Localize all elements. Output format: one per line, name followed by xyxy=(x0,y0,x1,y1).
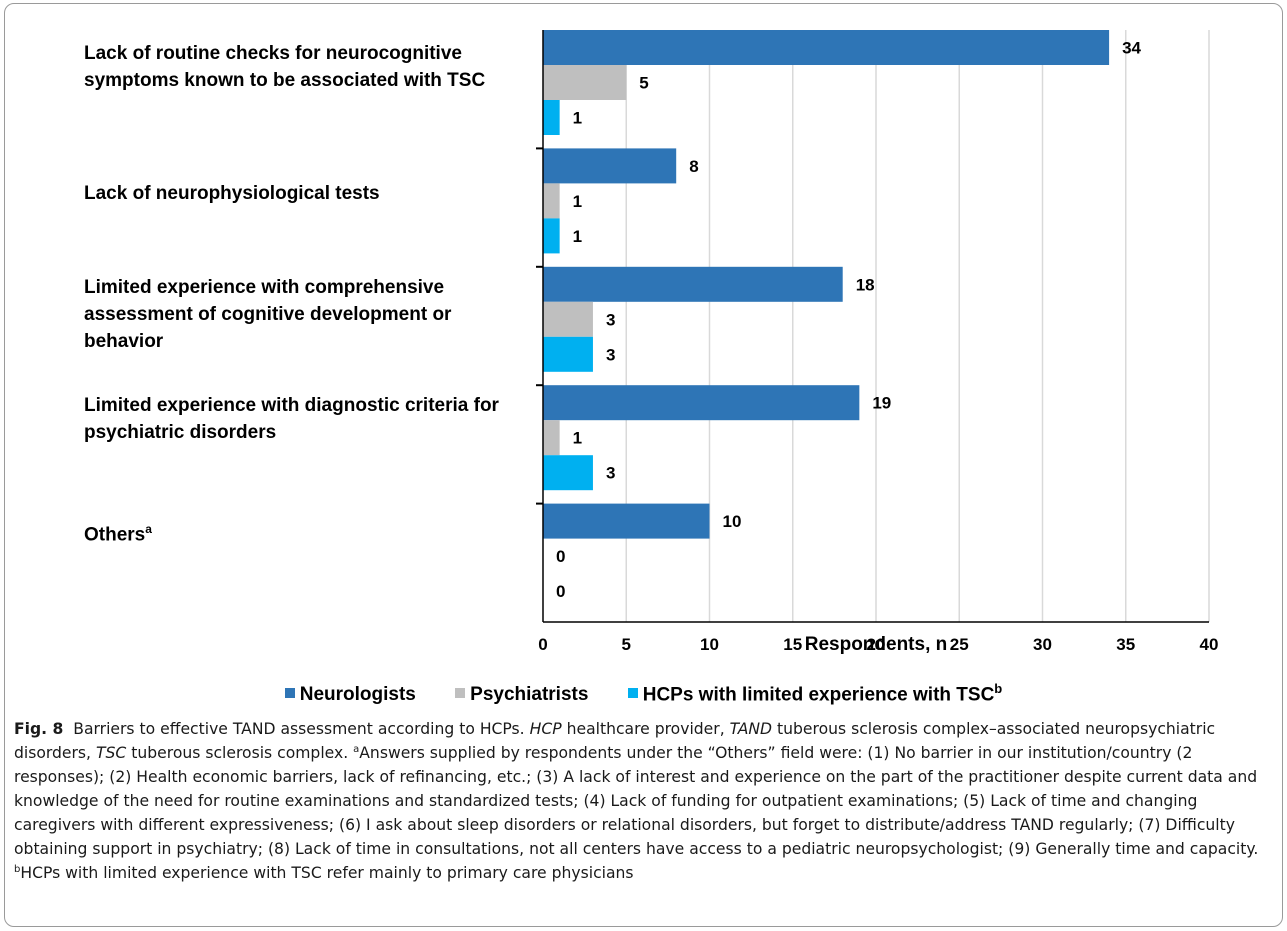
category-label-others: Othersa xyxy=(84,516,534,548)
psychiatrists-swatch xyxy=(455,688,466,699)
bar-c1-s1 xyxy=(543,183,560,219)
bar-c0-s1 xyxy=(543,65,627,100)
x-tick-label-5: 5 xyxy=(622,635,631,654)
caption-text-3: tuberous sclerosis complex–associated ne… xyxy=(14,720,1216,762)
category-label-routine-checks: Lack of routine checks for neurocognitiv… xyxy=(84,43,486,91)
value-label-c4-s2: 0 xyxy=(556,582,565,601)
value-label-c3-s2: 3 xyxy=(606,464,615,483)
legend-item-neurologists: Neurologists xyxy=(284,684,416,706)
value-label-c3-s0: 19 xyxy=(872,394,891,413)
x-tick-label-25: 25 xyxy=(950,635,969,654)
legend: Neurologists Psychiatrists HCPs with lim… xyxy=(0,681,1287,706)
category-label-others-text: Others xyxy=(84,524,146,546)
bar-c1-s2 xyxy=(543,218,560,254)
value-label-c1-s1: 1 xyxy=(573,192,582,211)
bar-c1-s0 xyxy=(543,148,677,184)
bar-c0-s0 xyxy=(543,30,1110,65)
caption-text-4: tuberous sclerosis complex. xyxy=(131,744,349,762)
value-label-c0-s1: 5 xyxy=(639,74,648,93)
caption-abbrev-tsc: TSC xyxy=(96,744,127,762)
caption-abbrev-tand: TAND xyxy=(729,720,773,738)
bar-c3-s0 xyxy=(543,385,860,421)
caption-abbrev-hcp: HCP xyxy=(529,720,562,738)
bar-c2-s1 xyxy=(543,301,593,337)
axes xyxy=(536,30,1209,623)
others-footnote-marker: a xyxy=(145,522,152,536)
bar-c4-s0 xyxy=(543,503,710,539)
bar-c3-s2 xyxy=(543,455,593,491)
figure-frame xyxy=(4,3,1283,927)
value-label-c4-s1: 0 xyxy=(556,547,565,566)
value-label-c2-s1: 3 xyxy=(606,310,615,329)
x-tick-label-40: 40 xyxy=(1200,635,1219,654)
legend-item-psychiatrists: Psychiatrists xyxy=(455,684,588,706)
x-tick-label-15: 15 xyxy=(783,635,802,654)
neurologists-swatch xyxy=(284,688,295,699)
bar-c2-s2 xyxy=(543,336,593,372)
bars xyxy=(543,30,1110,539)
value-label-c0-s0: 34 xyxy=(1122,39,1141,58)
value-label-c1-s2: 1 xyxy=(573,227,582,246)
caption-footnote-b: b xyxy=(14,864,21,875)
category-label-comprehensive-assessment: Limited experience with comprehensive as… xyxy=(84,277,452,352)
hcps-swatch xyxy=(627,688,638,699)
x-tick-label-0: 0 xyxy=(538,635,547,654)
caption-text-1: Barriers to effective TAND assessment ac… xyxy=(73,720,525,738)
value-label-c2-s2: 3 xyxy=(606,345,615,364)
category-label-neurophysiological-tests: Lack of neurophysiological tests xyxy=(84,183,380,204)
category-label-diagnostic-criteria: Limited experience with diagnostic crite… xyxy=(84,395,499,443)
bar-c3-s1 xyxy=(543,420,560,456)
legend-label-psychiatrists: Psychiatrists xyxy=(470,684,589,706)
x-tick-label-10: 10 xyxy=(700,635,719,654)
legend-label-hcps: HCPs with limited experience with TSC xyxy=(642,684,995,706)
caption-text-2: healthcare provider, xyxy=(566,720,725,738)
bar-c2-s0 xyxy=(543,266,843,302)
value-label-c1-s0: 8 xyxy=(689,157,698,176)
figure-number: Fig. 8 xyxy=(14,720,64,738)
value-label-c0-s2: 1 xyxy=(573,109,582,128)
x-tick-label-30: 30 xyxy=(1033,635,1052,654)
x-tick-label-35: 35 xyxy=(1116,635,1135,654)
caption-text-5: Answers supplied by respondents under th… xyxy=(14,744,1259,858)
legend-label-neurologists: Neurologists xyxy=(299,684,416,706)
value-label-c4-s0: 10 xyxy=(723,512,742,531)
x-tick-label-20: 20 xyxy=(867,635,886,654)
bar-c0-s2 xyxy=(543,100,560,135)
gridlines xyxy=(625,30,1210,622)
figure-caption: Fig. 8 Barriers to effective TAND assess… xyxy=(14,717,1274,885)
value-label-c2-s0: 18 xyxy=(856,275,875,294)
caption-text-6: HCPs with limited experience with TSC re… xyxy=(20,864,634,882)
value-label-c3-s1: 1 xyxy=(573,429,582,448)
hcps-footnote-marker: b xyxy=(994,681,1003,696)
caption-footnote-a: a xyxy=(353,744,360,755)
legend-item-hcps: HCPs with limited experience with TSCb xyxy=(627,681,1003,706)
x-tick-labels: 0 5 10 15 20 25 30 35 40 xyxy=(538,635,1218,654)
x-axis-label: Respondents, n xyxy=(805,634,948,655)
